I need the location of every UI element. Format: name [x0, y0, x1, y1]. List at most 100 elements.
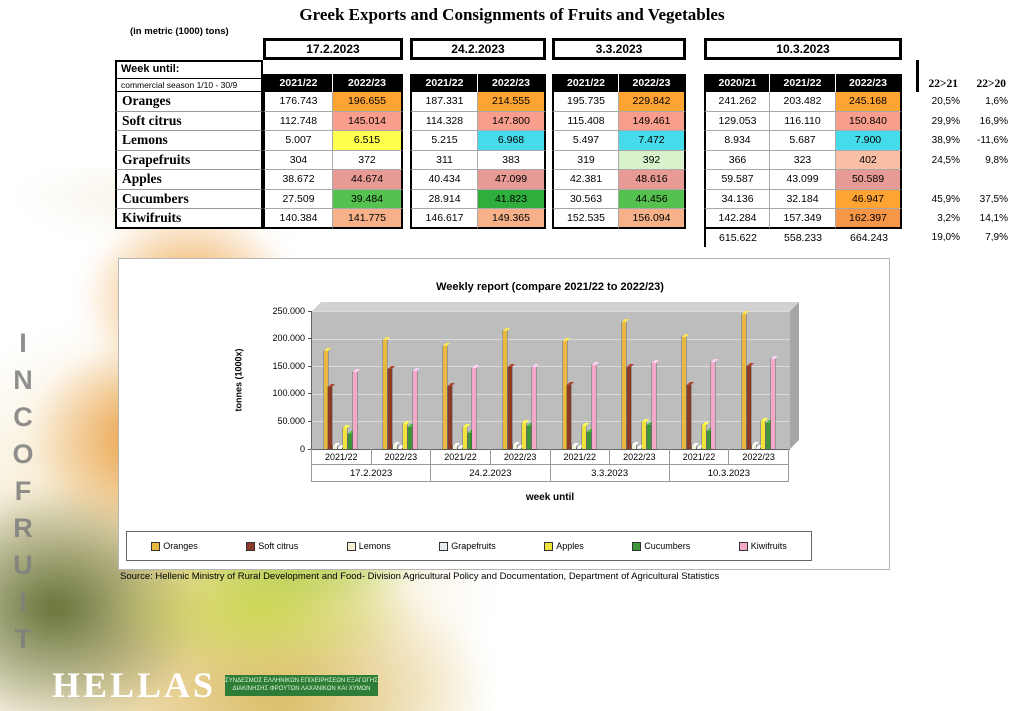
legend-swatch	[544, 541, 554, 551]
value-cell: 27.509	[263, 189, 333, 209]
bar-lemons	[751, 444, 756, 449]
bar-lemons	[572, 446, 577, 449]
pct-value: 3,2%	[937, 213, 960, 225]
bar-apples	[582, 425, 587, 449]
bar-kiwifruits	[352, 371, 357, 449]
pct-header-22-20: 22>20	[976, 78, 1006, 90]
legend-label: Cucumbers	[644, 541, 691, 551]
value-cell: 6.515	[333, 131, 403, 151]
legend-label: Kiwifruits	[750, 541, 787, 551]
association-banner: ΣΥΝΔΕΣΜΟΣ ΕΛΛΗΝΙΚΩΝ ΕΠΙΧΕΙΡΗΣΕΩΝ ΕΞΑΓΩΓΗ…	[225, 675, 378, 696]
bar-cucumbers	[348, 433, 352, 449]
season-tick: 2022/23	[610, 449, 670, 465]
season-tick: 2022/23	[729, 449, 789, 465]
bar-apples	[761, 421, 766, 449]
legend-item: Cucumbers	[632, 541, 690, 551]
pct-value: 38,9%	[931, 135, 960, 147]
value-cell: 43.099	[770, 170, 836, 190]
y-tick-label: 50.000	[277, 415, 305, 426]
legend-swatch	[151, 541, 161, 551]
bar-soft-citrus	[627, 366, 632, 449]
bar-grapefruits	[577, 448, 582, 449]
week-axis: 17.2.2023 24.2.2023 3.3.2023 10.3.2023	[311, 465, 789, 482]
y-tick-mark	[308, 365, 312, 367]
bar-kiwifruits	[651, 362, 656, 449]
pct-value: 45,9%	[931, 193, 960, 205]
bar-grapefruits	[756, 448, 761, 449]
value-cell: 156.094	[619, 209, 686, 229]
year-header: 2022/23	[478, 74, 546, 92]
year-header: 2021/22	[263, 74, 333, 92]
value-cell: 46.947	[836, 189, 902, 209]
season-tick: 2022/23	[490, 449, 551, 465]
value-cell: 41.823	[478, 189, 546, 209]
bar-lemons	[393, 445, 397, 449]
chart-legend: Oranges Soft citrus Lemons Grapefruits Apple…	[126, 531, 812, 561]
bar-soft-citrus	[567, 385, 572, 449]
year-header: 2022/23	[619, 74, 686, 92]
value-cell: 150.840	[836, 111, 902, 131]
value-cell: 114.328	[410, 111, 478, 131]
value-cell: 146.617	[410, 209, 478, 229]
bar-cucumbers	[766, 423, 771, 449]
week-tick: 17.2.2023	[311, 465, 432, 482]
value-cell: 152.535	[552, 209, 619, 229]
pct-value: 16,9%	[979, 115, 1008, 127]
date-header: 3.3.2023	[552, 38, 686, 60]
bar-soft-citrus	[746, 365, 751, 449]
bar-apples	[522, 423, 527, 449]
bar-lemons	[632, 444, 637, 449]
season-axis: 2021/22 2022/23 2021/22 2022/23 2021/22 2022/…	[311, 449, 789, 465]
value-cell: 28.914	[410, 189, 478, 209]
season-tick: 2022/23	[371, 449, 432, 465]
bar-soft-citrus	[328, 386, 333, 449]
value-cell: 402	[836, 150, 902, 170]
value-cell: 176.743	[263, 92, 333, 112]
fruit-name: Apples	[115, 170, 263, 190]
legend-item: Grapefruits	[439, 541, 496, 551]
value-cell: 157.349	[770, 209, 836, 229]
bar-cucumbers	[706, 431, 711, 449]
bar-oranges	[682, 336, 686, 449]
week-tick: 24.2.2023	[431, 465, 551, 482]
fruit-name: Grapefruits	[115, 150, 263, 170]
bar-lemons	[512, 445, 517, 449]
value-cell: 34.136	[704, 189, 770, 209]
bar-oranges	[741, 313, 746, 449]
value-cell: 319	[552, 150, 619, 170]
value-cell: 142.284	[704, 209, 770, 229]
value-cell: 7.472	[619, 131, 686, 151]
pct-value: 14,1%	[979, 213, 1008, 225]
legend-swatch	[738, 541, 748, 551]
value-cell: 383	[478, 150, 546, 170]
value-cell: 6.968	[478, 131, 546, 151]
bar-soft-citrus	[507, 367, 512, 449]
value-cell: 195.735	[552, 92, 619, 112]
value-cell: 44.456	[619, 189, 686, 209]
season-tick: 2021/22	[550, 449, 611, 465]
bar-grapefruits	[517, 448, 522, 449]
value-cell: 229.842	[619, 92, 686, 112]
legend-label: Oranges	[163, 541, 198, 551]
bar-kiwifruits	[472, 368, 477, 449]
bar-grapefruits	[398, 448, 402, 449]
value-cell: 162.397	[836, 209, 902, 229]
y-tick-mark	[308, 310, 312, 312]
pct-header-22-21: 22>21	[916, 60, 964, 92]
gridline	[312, 338, 790, 340]
header-left-block: Week until: commercial season 1/10 - 30/9	[115, 60, 263, 92]
value-cell: 323	[770, 150, 836, 170]
value-cell: 30.563	[552, 189, 619, 209]
year-header: 2020/21	[704, 74, 770, 92]
value-cell: 140.384	[263, 209, 333, 229]
date-header: 10.3.2023	[704, 38, 902, 60]
pct-value: 20,5%	[931, 96, 960, 108]
units-note: (in metric (1000) tons)	[130, 26, 229, 37]
pct-value: 37,5%	[979, 193, 1008, 205]
value-cell: 8.934	[704, 131, 770, 151]
legend-item: Oranges	[151, 541, 198, 551]
bar-apples	[343, 427, 348, 449]
gridline	[312, 366, 790, 368]
value-cell: 5.007	[263, 131, 333, 151]
